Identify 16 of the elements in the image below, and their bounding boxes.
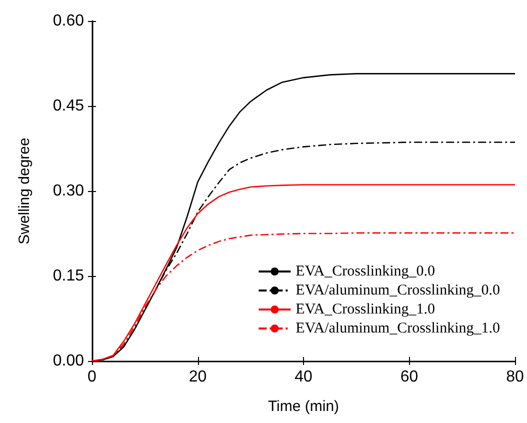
y-tick-label: 0.30 xyxy=(52,182,84,200)
y-axis-title: Swelling degree xyxy=(16,138,33,244)
y-tick-label: 0.00 xyxy=(52,352,84,370)
x-tick-label: 0 xyxy=(88,368,97,386)
x-tick-label: 20 xyxy=(188,368,207,386)
legend-label: EVA_Crosslinking_1.0 xyxy=(296,302,436,318)
y-tick-label: 0.45 xyxy=(52,98,84,114)
x-tick-label: 80 xyxy=(506,368,524,386)
y-tick-label: 0.60 xyxy=(52,12,84,30)
x-axis-title: Time (min) xyxy=(268,398,340,415)
x-tick-label: 60 xyxy=(400,368,418,386)
legend-label: EVA/aluminum_Crosslinking_0.0 xyxy=(296,282,500,298)
legend-label: EVA/aluminum_Crosslinking_1.0 xyxy=(296,320,500,336)
y-tick-label: 0.15 xyxy=(52,268,84,284)
x-tick-label: 40 xyxy=(294,368,312,386)
legend-label: EVA_Crosslinking_0.0 xyxy=(296,264,436,280)
